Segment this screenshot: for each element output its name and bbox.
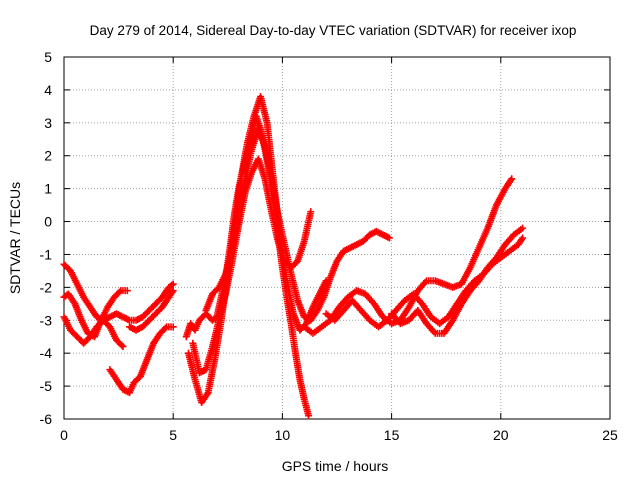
data-point <box>123 287 131 295</box>
x-tick-label: 0 <box>60 427 68 443</box>
x-axis-label: GPS time / hours <box>282 458 389 474</box>
x-tick-label: 10 <box>275 427 291 443</box>
data-point <box>169 280 177 288</box>
x-tick-label: 5 <box>169 427 177 443</box>
series-track-10 <box>300 175 516 337</box>
data-point <box>115 288 123 296</box>
y-tick-label: -5 <box>40 378 53 394</box>
series-track-4 <box>106 323 177 397</box>
data-point <box>305 412 313 420</box>
data-point <box>385 234 393 242</box>
y-tick-label: -6 <box>40 411 53 427</box>
y-axis-label: SDTVAR / TECUs <box>7 182 23 294</box>
series-track-8 <box>189 155 315 377</box>
y-tick-label: -2 <box>40 279 53 295</box>
data-point <box>519 224 527 232</box>
x-tick-label: 20 <box>493 427 509 443</box>
series-track-12 <box>388 224 527 337</box>
series-track-5 <box>126 287 177 334</box>
y-tick-label: 0 <box>44 214 52 230</box>
y-tick-label: -4 <box>40 345 53 361</box>
chart-title: Day 279 of 2014, Sidereal Day-to-day VTE… <box>90 23 577 38</box>
y-tick-label: 3 <box>44 115 52 131</box>
y-tick-label: -1 <box>40 246 53 262</box>
y-tick-label: 4 <box>44 82 52 98</box>
series-track-9 <box>202 125 393 324</box>
axis-ticks: 0 5 10 15 20 25 -6 -5 -4 -3 -2 -1 0 1 2 3 4 5 <box>40 49 618 443</box>
data-point <box>118 341 126 349</box>
x-tick-label: 25 <box>602 427 618 443</box>
data-point <box>307 208 315 216</box>
data-point <box>119 343 127 351</box>
plot-frame <box>63 56 611 420</box>
series-track-3 <box>60 313 127 351</box>
data-point <box>161 324 169 332</box>
y-tick-label: 5 <box>44 49 52 65</box>
data-point <box>169 323 177 331</box>
data-point <box>508 175 516 183</box>
data-point <box>129 325 137 332</box>
series-track-11 <box>322 234 527 331</box>
y-tick-label: -3 <box>40 312 53 328</box>
data-point <box>169 287 177 295</box>
data-points <box>60 92 527 420</box>
y-tick-label: 2 <box>44 148 52 164</box>
data-point <box>168 281 176 289</box>
x-tick-label: 15 <box>384 427 400 443</box>
y-tick-label: 1 <box>44 181 52 197</box>
data-point <box>519 234 527 242</box>
